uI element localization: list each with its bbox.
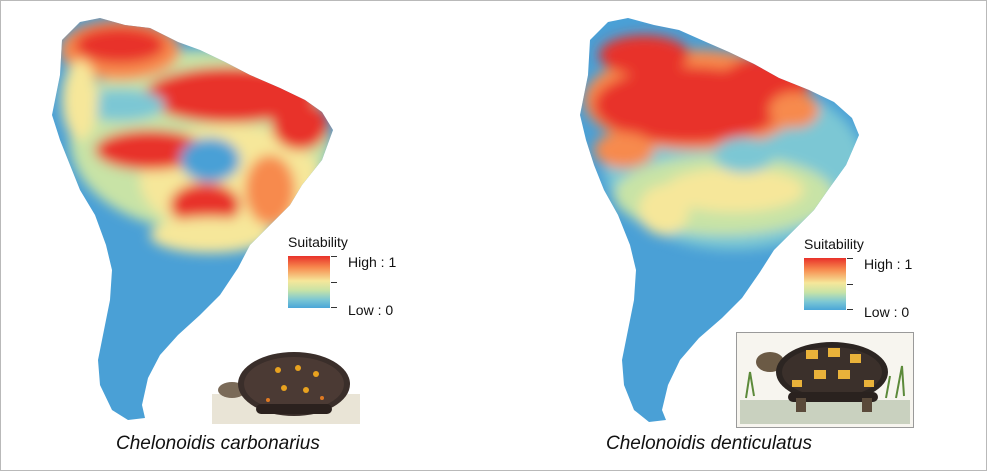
legend-carbonarius: Suitability High : 1 Low : 0 [288,234,458,324]
south-america-map-denticulatus [580,18,859,422]
legend-color-bar [288,256,330,308]
legend-tick-high [847,258,853,259]
legend-tick-low [331,307,337,308]
legend-color-bar [804,258,846,310]
south-america-map-carbonarius [52,18,333,420]
tortoise-carbonarius-illustration [212,352,360,424]
legend-tick-high [331,256,337,257]
legend-tick-mid [331,282,337,283]
legend-tick-low [847,309,853,310]
legend-title: Suitability [804,236,864,252]
legend-title: Suitability [288,234,348,250]
panel-carbonarius: Suitability High : 1 Low : 0 Chelonoidis… [0,0,494,473]
legend-high-label: High : 1 [864,256,913,272]
legend-low-label: Low : 0 [348,302,394,318]
species-label-denticulatus: Chelonoidis denticulatus [606,433,812,454]
species-label-carbonarius: Chelonoidis carbonarius [116,433,320,454]
panel-denticulatus: Suitability High : 1 Low : 0 Chelonoidis… [494,0,988,473]
legend-tick-mid [847,284,853,285]
legend-high-label: High : 1 [348,254,397,270]
tortoise-denticulatus-illustration [736,332,914,428]
legend-low-label: Low : 0 [864,304,910,320]
legend-denticulatus: Suitability High : 1 Low : 0 [804,236,974,326]
